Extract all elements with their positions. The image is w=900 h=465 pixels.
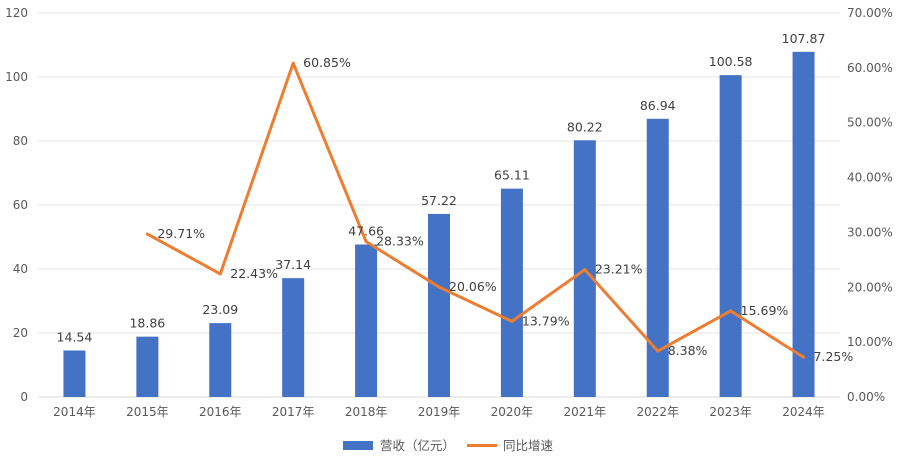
x-axis-tick-label: 2021年 [564,405,607,419]
x-axis-tick-label: 2019年 [418,405,461,419]
growth-line-point [145,232,149,236]
x-axis-tick-label: 2020年 [491,405,534,419]
right-axis-tick-label: 20.00% [847,280,893,294]
right-axis-tick-label: 70.00% [847,6,893,20]
bar-value-label: 80.22 [567,119,603,134]
x-axis-tick-label: 2015年 [126,405,169,419]
growth-line-path [146,61,805,359]
growth-line-point [656,349,660,353]
left-axis-tick-label: 60 [13,198,28,212]
growth-line-point [729,309,733,313]
right-axis-tick-label: 10.00% [847,335,893,349]
bar-data-labels: 14.54 18.86 23.09 37.14 47.66 57.22 65.11 80.22… [57,31,826,345]
line-value-label: 13.79% [522,313,570,328]
revenue-bar [209,323,232,397]
legend: 营收（亿元） 同比增速 [343,438,554,453]
line-value-label: 23.21% [595,262,643,277]
revenue-bar [792,51,815,397]
right-axis-tick-label: 60.00% [847,61,893,75]
line-value-label: 8.38% [668,343,708,358]
bar-value-label: 107.87 [782,31,826,46]
line-value-label: 22.43% [230,266,278,281]
left-axis-tick-label: 100 [5,70,28,84]
bar-value-label: 65.11 [494,168,530,183]
growth-line-point [218,272,222,276]
revenue-bar [282,278,305,397]
growth-line-point [437,285,441,289]
right-axis-tick-label: 40.00% [847,171,893,185]
line-value-label: 28.33% [376,234,424,249]
bar-value-label: 86.94 [640,98,676,113]
revenue-bar [63,350,86,397]
revenue-bar [136,336,159,397]
left-axis-tick-label: 0 [20,390,28,404]
bar-value-label: 47.66 [348,223,384,238]
line-value-label: 20.06% [449,279,497,294]
bar-value-label: 14.54 [57,329,93,344]
line-value-label: 29.71% [157,226,205,241]
left-axis-tick-label: 20 [13,326,28,340]
x-axis-tick-label: 2018年 [345,405,388,419]
line-value-label: 60.85% [303,55,351,70]
bar-value-label: 18.86 [129,316,165,331]
growth-line-point [510,319,514,323]
x-axis-tick-label: 2016年 [199,405,242,419]
revenue-bar [500,188,523,397]
right-axis-ticks: 0.00% 10.00% 20.00% 30.00% 40.00% 50.00% 60.00… [847,6,893,404]
revenue-bar [428,213,450,397]
bar-value-label: 23.09 [202,302,238,317]
bar-value-label: 100.58 [709,54,753,69]
growth-line [145,61,806,359]
x-axis-tick-label: 2014年 [53,405,96,419]
x-axis-tick-label: 2024年 [782,405,825,419]
growth-line-point [802,355,806,359]
right-axis-tick-label: 0.00% [847,390,885,404]
left-axis-tick-label: 120 [5,6,28,20]
x-axis-tick-label: 2017年 [272,405,315,419]
right-axis-tick-label: 30.00% [847,225,893,239]
right-axis-tick-label: 50.00% [847,116,893,130]
revenue-bar [355,244,378,397]
growth-line-point [364,240,368,244]
x-axis-tick-label: 2023年 [709,405,752,419]
legend-swatch-revenue [343,441,373,450]
line-value-label: 15.69% [741,303,789,318]
legend-label-growth: 同比增速 [503,438,554,453]
revenue-bar [719,75,742,398]
left-axis-tick-label: 80 [13,134,28,148]
x-axis: 2014年 2015年 2016年 2017年 2018年 2019年 2020年 2021年… [53,405,825,419]
left-axis-ticks: 0 20 40 60 80 100 120 [5,6,28,404]
revenue-bars [63,51,815,398]
line-data-labels: 29.71% 22.43% 60.85% 28.33% 20.06% 13.79% 23.2… [157,55,853,364]
line-value-label: 7.25% [814,349,854,364]
revenue-bar [646,118,669,398]
bar-value-label: 37.14 [275,257,311,272]
growth-line-point [583,268,587,272]
legend-label-revenue: 营收（亿元） [380,438,455,453]
bar-value-label: 57.22 [421,193,457,208]
growth-line-point [291,61,295,65]
x-axis-tick-label: 2022年 [636,405,679,419]
left-axis-tick-label: 40 [13,262,28,276]
